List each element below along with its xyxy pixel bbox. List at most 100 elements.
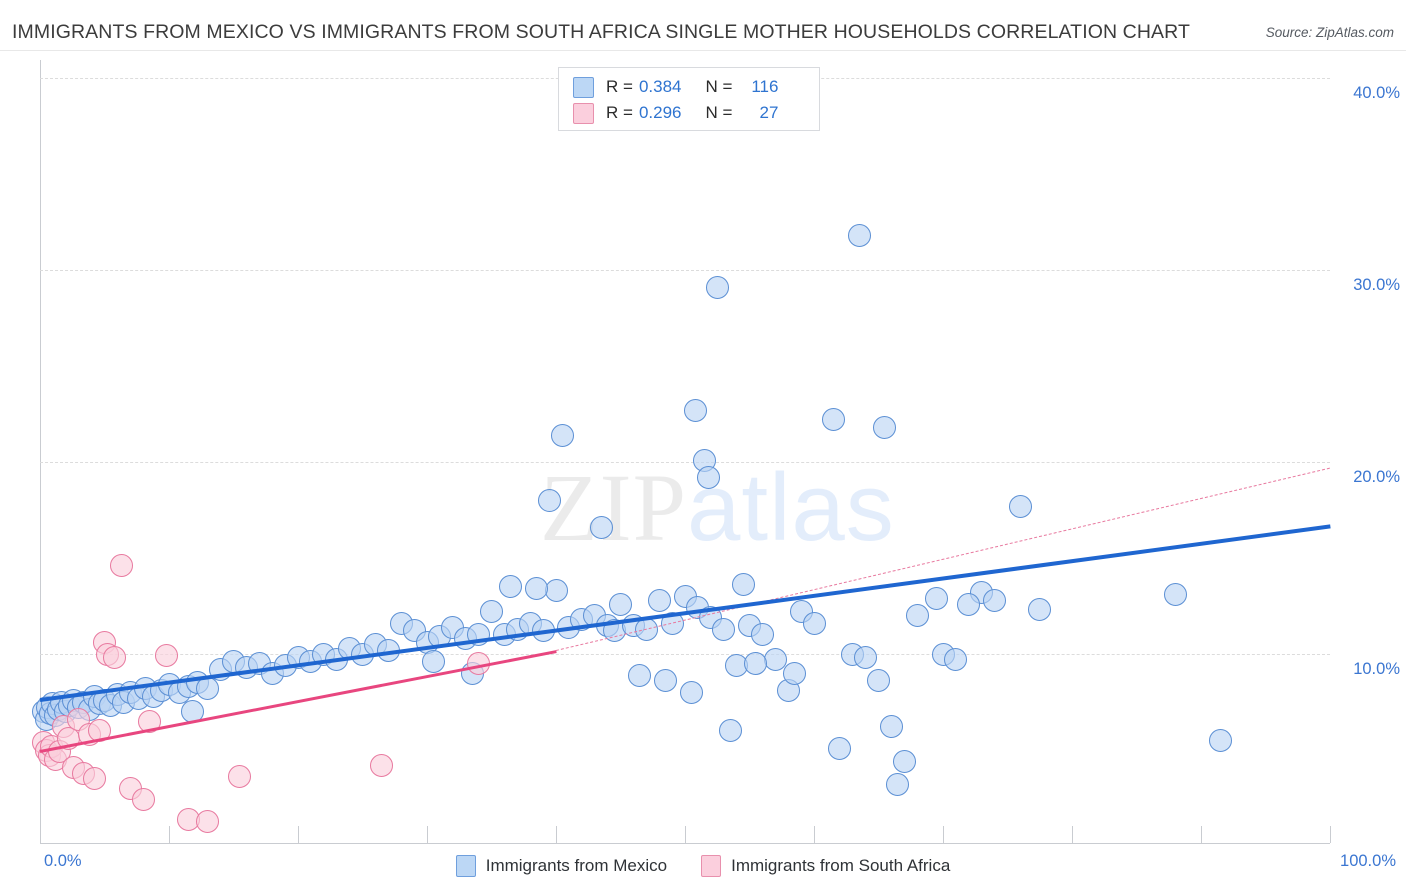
header-divider bbox=[0, 50, 1406, 51]
stats-swatch-south-africa bbox=[573, 102, 594, 124]
x-tick-80 bbox=[1072, 826, 1073, 843]
data-point bbox=[550, 423, 574, 447]
y-axis-label-30: 30.0% bbox=[1353, 276, 1400, 294]
chart-header: IMMIGRANTS FROM MEXICO VS IMMIGRANTS FRO… bbox=[0, 0, 1406, 50]
x-tick-40 bbox=[556, 826, 557, 843]
data-point bbox=[892, 750, 916, 774]
data-point bbox=[480, 600, 503, 624]
gridline-10 bbox=[40, 654, 1330, 655]
data-point bbox=[879, 715, 903, 739]
data-point bbox=[679, 680, 703, 704]
y-axis-label-20: 20.0% bbox=[1353, 468, 1400, 486]
data-point bbox=[538, 488, 562, 512]
legend-swatch-mexico bbox=[455, 855, 476, 877]
data-point bbox=[660, 611, 684, 635]
data-point bbox=[783, 661, 807, 685]
data-point bbox=[1163, 582, 1187, 606]
data-point bbox=[103, 646, 127, 670]
data-point bbox=[525, 577, 549, 601]
data-point bbox=[750, 623, 774, 647]
data-point bbox=[154, 644, 178, 668]
stats-n-label-mexico: N = bbox=[705, 77, 733, 96]
y-axis-label-10: 10.0% bbox=[1353, 660, 1400, 678]
page-title: IMMIGRANTS FROM MEXICO VS IMMIGRANTS FRO… bbox=[12, 21, 1190, 43]
data-point bbox=[370, 753, 394, 777]
correlation-stats-box: R = 0.384 N = 116 R = 0.296 N = 27 bbox=[558, 67, 820, 131]
data-point bbox=[683, 398, 707, 422]
data-point bbox=[744, 652, 768, 676]
series-legend: Immigrants from Mexico Immigrants from S… bbox=[0, 851, 1406, 881]
stats-n-value-mexico: 116 bbox=[751, 77, 779, 96]
x-tick-50 bbox=[685, 826, 686, 843]
data-point bbox=[925, 586, 949, 610]
x-axis-line bbox=[40, 843, 1330, 844]
data-point bbox=[467, 623, 491, 647]
data-point bbox=[1028, 598, 1052, 622]
x-tick-100 bbox=[1330, 826, 1331, 843]
data-point bbox=[654, 669, 678, 693]
data-point bbox=[1008, 494, 1032, 518]
data-point bbox=[196, 677, 220, 701]
x-tick-10 bbox=[169, 826, 170, 843]
data-point bbox=[867, 669, 890, 693]
stats-r-label-mexico: R = bbox=[606, 77, 633, 96]
data-point bbox=[634, 617, 658, 641]
legend-item-south-africa[interactable]: Immigrants from South Africa bbox=[701, 855, 950, 877]
data-point bbox=[731, 573, 755, 597]
data-point bbox=[854, 646, 878, 670]
data-point bbox=[131, 788, 155, 812]
legend-item-mexico[interactable]: Immigrants from Mexico bbox=[455, 855, 668, 877]
data-point bbox=[531, 619, 555, 643]
plot-area: ZIPatlas bbox=[32, 60, 1331, 843]
data-point bbox=[821, 408, 845, 432]
legend-swatch-south-africa bbox=[701, 855, 722, 877]
data-point bbox=[196, 809, 220, 833]
data-point bbox=[544, 579, 568, 603]
gridline-30 bbox=[40, 270, 1330, 271]
x-tick-60 bbox=[814, 826, 815, 843]
stats-r-label-south-africa: R = bbox=[606, 103, 633, 122]
gridline-20 bbox=[40, 462, 1330, 463]
data-point bbox=[712, 617, 736, 641]
x-axis-max-label: 100.0% bbox=[1340, 852, 1396, 870]
data-point bbox=[828, 736, 852, 760]
data-point bbox=[109, 554, 133, 578]
data-point bbox=[647, 588, 671, 612]
y-axis-line bbox=[40, 60, 41, 843]
trend-line-pinkdash bbox=[555, 467, 1331, 652]
x-tick-70 bbox=[943, 826, 944, 843]
data-point bbox=[957, 592, 981, 616]
trend-line-blue bbox=[39, 524, 1331, 702]
data-point bbox=[886, 773, 910, 797]
watermark-atlas: atlas bbox=[687, 454, 895, 561]
data-point bbox=[718, 719, 742, 743]
legend-label-south-africa: Immigrants from South Africa bbox=[731, 856, 951, 875]
data-point bbox=[467, 652, 491, 676]
data-point bbox=[87, 719, 111, 743]
data-point bbox=[705, 275, 729, 299]
stats-row-south-africa: R = 0.296 N = 27 bbox=[573, 100, 778, 126]
stats-r-value-mexico: 0.384 bbox=[638, 77, 682, 96]
data-point bbox=[499, 575, 523, 599]
stats-swatch-mexico bbox=[573, 76, 594, 98]
stats-n-label-south-africa: N = bbox=[705, 103, 733, 122]
data-point bbox=[873, 415, 897, 439]
data-point bbox=[847, 223, 871, 247]
data-point bbox=[696, 465, 720, 489]
data-point bbox=[138, 709, 162, 733]
x-tick-30 bbox=[427, 826, 428, 843]
stats-n-value-south-africa: 27 bbox=[759, 103, 779, 122]
legend-label-mexico: Immigrants from Mexico bbox=[485, 856, 668, 875]
data-point bbox=[905, 604, 929, 628]
source-attribution: Source: ZipAtlas.com bbox=[1265, 25, 1394, 40]
watermark-zip: ZIP bbox=[540, 454, 687, 561]
x-axis-min-label: 0.0% bbox=[44, 852, 82, 870]
data-point bbox=[421, 650, 445, 674]
stats-r-value-south-africa: 0.296 bbox=[638, 103, 682, 122]
data-point bbox=[628, 663, 652, 687]
data-point bbox=[944, 648, 968, 672]
zipatlas-watermark: ZIPatlas bbox=[540, 452, 895, 563]
data-point bbox=[802, 611, 826, 635]
stats-row-mexico: R = 0.384 N = 116 bbox=[573, 74, 778, 100]
data-point bbox=[376, 638, 400, 662]
